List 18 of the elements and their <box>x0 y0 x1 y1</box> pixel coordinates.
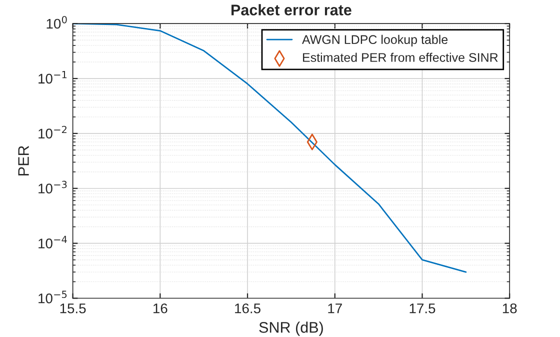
x-tick-label: 16 <box>153 303 168 314</box>
legend-label: AWGN LDPC lookup table <box>302 34 448 46</box>
y-tick-label: 10$^{−5}$ <box>38 290 67 304</box>
x-tick-label: 16.5 <box>235 303 260 314</box>
y-tick-label: 10$^{−2}$ <box>38 126 66 139</box>
y-axis-title: PER <box>18 146 29 176</box>
y-tick-label: 10$^{−1}$ <box>38 71 67 84</box>
y-tick-label: 10$^{−3}$ <box>38 180 67 194</box>
x-tick-label: 15.5 <box>60 304 86 314</box>
line-series <box>72 24 467 273</box>
legend-label: Estimated PER from effective SINR <box>303 52 498 62</box>
x-axis-title: SNR (dB) <box>259 322 323 336</box>
y-tick-label: 10$^{0}$ <box>46 16 67 29</box>
chart-title: Packet error rate <box>232 4 352 16</box>
x-tick-label: 17.5 <box>410 304 436 314</box>
y-tick-label: 10$^{−4}$ <box>38 236 67 248</box>
x-tick-label: 17 <box>328 304 342 314</box>
x-tick-label: 18 <box>502 303 517 314</box>
